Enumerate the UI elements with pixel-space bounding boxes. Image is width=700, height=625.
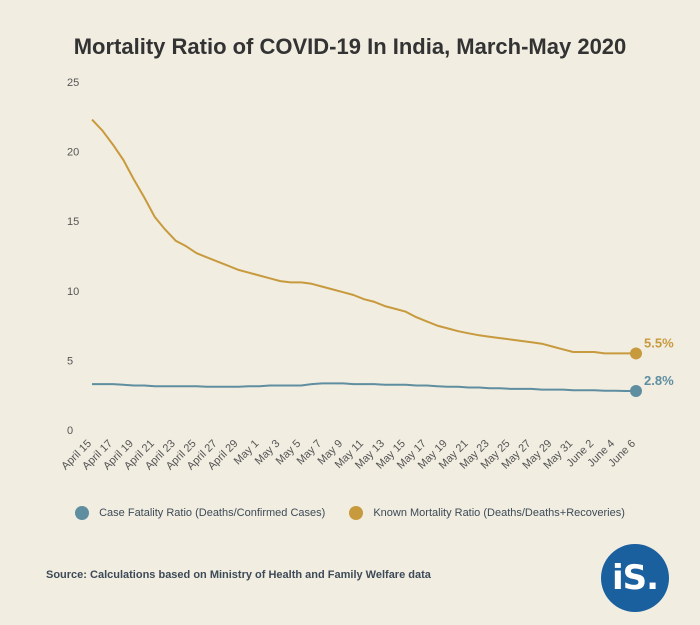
- legend-swatch-gold: [349, 506, 364, 520]
- series-line-0: [92, 382, 636, 392]
- series-line-1: [91, 118, 636, 355]
- logo[interactable]: iS.: [601, 544, 669, 612]
- logo-text: iS.: [611, 558, 659, 598]
- series-end-label-1: 5.5%: [644, 335, 674, 350]
- series-end-marker-1: [630, 347, 642, 360]
- chart-title: Mortality Ratio of COVID-19 In India, Ma…: [73, 34, 627, 59]
- legend-swatch-blue: [75, 506, 90, 520]
- legend-label-known-mortality: Known Mortality Ratio (Deaths/Deaths+Rec…: [373, 507, 625, 519]
- legend-item-case-fatality: Case Fatality Ratio (Deaths/Confirmed Ca…: [75, 506, 325, 520]
- source-note: Source: Calculations based on Ministry o…: [46, 569, 431, 581]
- y-tick-label: 20: [67, 147, 79, 159]
- legend-label-case-fatality: Case Fatality Ratio (Deaths/Confirmed Ca…: [99, 507, 326, 519]
- series-end-marker-0: [630, 385, 642, 398]
- y-tick-label: 15: [67, 216, 79, 228]
- y-tick-label: 5: [67, 355, 73, 367]
- legend-item-known-mortality: Known Mortality Ratio (Deaths/Deaths+Rec…: [349, 506, 625, 520]
- y-tick-label: 0: [67, 425, 73, 437]
- series-end-label-0: 2.8%: [644, 373, 674, 388]
- y-tick-label: 10: [67, 286, 79, 298]
- y-tick-label: 25: [67, 77, 79, 89]
- legend: Case Fatality Ratio (Deaths/Confirmed Ca…: [0, 506, 700, 520]
